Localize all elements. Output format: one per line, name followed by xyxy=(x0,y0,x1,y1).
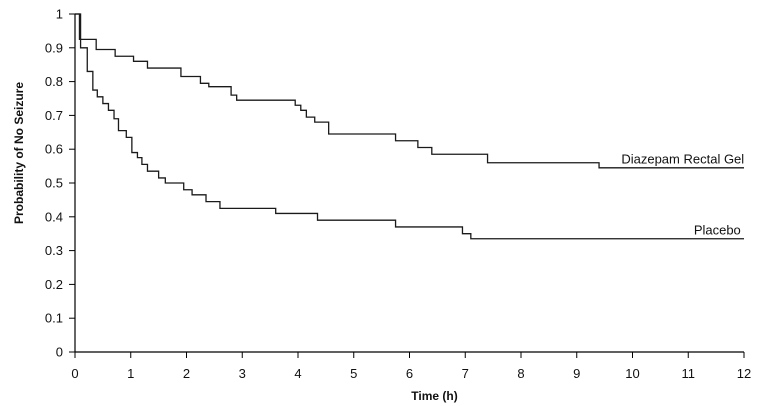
y-axis-title: Probability of No Seizure xyxy=(12,82,26,224)
x-tick-label: 0 xyxy=(71,366,78,381)
y-tick-label: 0.1 xyxy=(45,311,63,326)
series-line-diazepam xyxy=(75,13,744,169)
y-tick-label: 0.6 xyxy=(45,142,63,157)
series-line-placebo xyxy=(75,13,744,240)
x-tick-label: 3 xyxy=(239,366,246,381)
series-layer: Diazepam Rectal Gel Placebo xyxy=(75,13,744,240)
x-tick-label: 7 xyxy=(462,366,469,381)
x-axis-title: Time (h) xyxy=(411,389,457,403)
x-tick-label: 5 xyxy=(350,366,357,381)
y-tick-label: 0 xyxy=(56,345,63,360)
x-tick-label: 12 xyxy=(737,366,751,381)
x-tick-label: 9 xyxy=(573,366,580,381)
x-tick-label: 6 xyxy=(406,366,413,381)
y-tick-label: 0.4 xyxy=(45,209,63,224)
x-axis-ticks: 0 1 2 3 4 5 6 7 8 9 10 11 12 xyxy=(71,352,751,381)
y-axis-ticks: 0 0.1 0.2 0.3 0.4 0.5 0.6 0.7 0.8 0.9 1 xyxy=(45,7,75,360)
x-tick-label: 1 xyxy=(127,366,134,381)
x-tick-label: 2 xyxy=(183,366,190,381)
x-tick-label: 10 xyxy=(625,366,639,381)
y-tick-label: 0.7 xyxy=(45,108,63,123)
y-tick-label: 1 xyxy=(56,7,63,22)
x-tick-label: 8 xyxy=(517,366,524,381)
y-tick-label: 0.5 xyxy=(45,176,63,191)
y-tick-label: 0.3 xyxy=(45,243,63,258)
series-label-diazepam: Diazepam Rectal Gel xyxy=(621,151,744,166)
y-tick-label: 0.2 xyxy=(45,277,63,292)
y-tick-label: 0.9 xyxy=(45,40,63,55)
x-tick-label: 11 xyxy=(682,366,696,381)
series-label-placebo: Placebo xyxy=(694,222,741,237)
y-tick-label: 0.8 xyxy=(45,74,63,89)
x-tick-label: 4 xyxy=(294,366,301,381)
